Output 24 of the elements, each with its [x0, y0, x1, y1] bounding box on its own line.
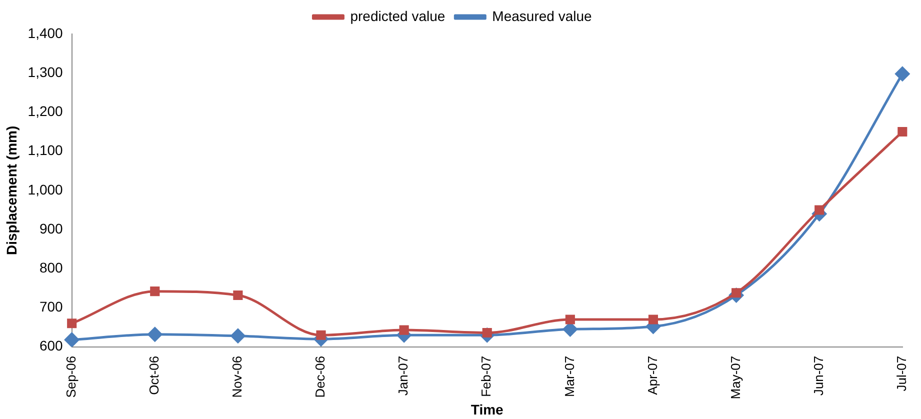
x-tick-label: Jun-07 [810, 356, 826, 396]
x-tick-label: Jul-07 [894, 356, 909, 392]
x-tick-label: Nov-06 [230, 356, 245, 398]
y-tick-label: 1,200 [28, 103, 64, 120]
legend-label: Measured value [492, 8, 592, 24]
y-tick-label: 1,000 [28, 181, 64, 198]
x-tick-label: Oct-06 [146, 356, 162, 395]
y-tick-label: 900 [39, 220, 64, 236]
y-tick-label: 700 [39, 298, 64, 315]
x-tick-label: Sep-06 [63, 356, 78, 398]
y-tick-label: 1,300 [28, 64, 64, 80]
y-axis-title: Displacement (mm) [3, 126, 20, 256]
legend-label: predicted value [350, 8, 446, 24]
x-tick-label: May-07 [728, 356, 743, 400]
x-tick-label: Mar-07 [562, 356, 577, 398]
y-tick-label: 600 [39, 338, 64, 354]
y-tick-label: 1,400 [28, 24, 64, 41]
y-tick-label: 1,100 [28, 142, 64, 158]
x-tick-label: Dec-06 [312, 356, 328, 398]
y-tick-label: 800 [39, 260, 64, 276]
x-tick-label: Feb-07 [478, 356, 494, 398]
x-tick-label: Apr-07 [644, 356, 660, 395]
x-axis-title: Time [470, 401, 504, 418]
x-tick-label: Jan-07 [396, 356, 411, 396]
